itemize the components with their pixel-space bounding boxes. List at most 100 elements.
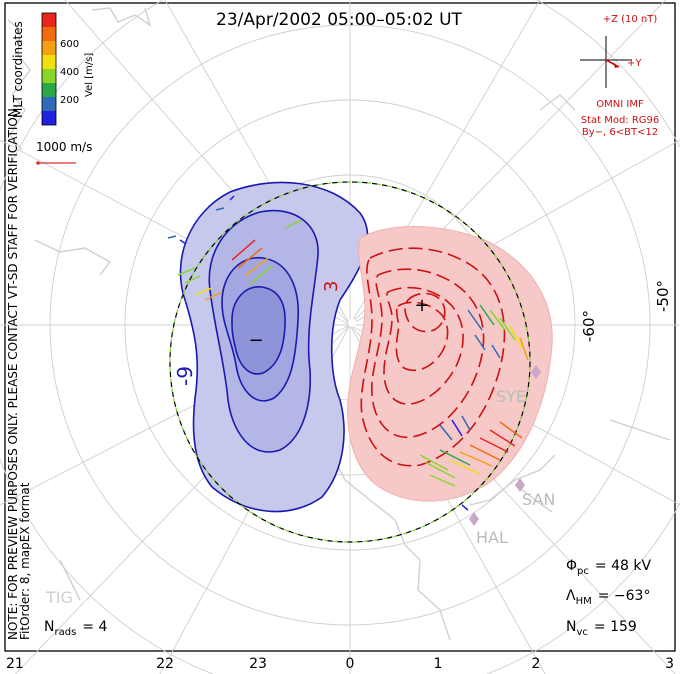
station-label-sye: SYE bbox=[496, 387, 526, 406]
coastline bbox=[539, 94, 576, 111]
colorbar-swatch bbox=[42, 27, 56, 41]
colorbar-swatch bbox=[42, 55, 56, 69]
colorbar-outline bbox=[41, 12, 57, 126]
plot-frame bbox=[4, 2, 676, 652]
nrads-symbol: N bbox=[44, 619, 54, 635]
mlt-label: 3 bbox=[665, 656, 674, 672]
mlt-label: 2 bbox=[532, 656, 541, 672]
imf-z-label: +Z (10 nT) bbox=[603, 14, 658, 25]
phi-value: = 48 kV bbox=[595, 558, 652, 574]
fit-statistics: Φpc = 48 kV ΛHM = −63° Nvc = 159 Nrads = 4 bbox=[44, 558, 651, 638]
velocity-vector bbox=[177, 267, 196, 276]
velocity-vector bbox=[451, 419, 463, 437]
imf-y-label: +Y bbox=[627, 58, 642, 69]
velocity-vector bbox=[231, 239, 256, 261]
station-marker-sye bbox=[531, 365, 541, 379]
velocity-vector bbox=[469, 444, 501, 461]
station-markers bbox=[469, 365, 541, 526]
lambda-value: = −63° bbox=[598, 588, 651, 604]
imf-source-label: OMNI IMF bbox=[596, 99, 644, 110]
velocity-vector bbox=[509, 325, 523, 349]
colorbar-swatch bbox=[42, 97, 56, 111]
radar-count: Nrads = 4 bbox=[44, 619, 107, 638]
velocity-colorbar: 600 400 200 Vel [m/s] bbox=[41, 12, 95, 126]
velocity-vector bbox=[479, 437, 509, 453]
contour-inner bbox=[404, 292, 446, 333]
station-label-san: SAN bbox=[522, 490, 555, 509]
pole-marker bbox=[348, 319, 356, 327]
velocity-vector bbox=[461, 504, 469, 511]
hm-boundary-green bbox=[169, 181, 531, 543]
positive-potential-cell bbox=[347, 226, 553, 502]
stat-model-label: Stat Mod: RG96 bbox=[581, 115, 660, 126]
imf-vector-arrowhead bbox=[613, 62, 619, 68]
mlt-label: 21 bbox=[6, 656, 24, 672]
imf-clock: +Z (10 nT) +Y OMNI IMF Stat Mod: RG96 By… bbox=[580, 14, 659, 138]
colorbar-tick: 400 bbox=[60, 67, 79, 78]
velocity-vector bbox=[479, 304, 495, 326]
velocity-vector bbox=[424, 461, 456, 479]
velocity-vector bbox=[489, 309, 506, 331]
velocity-vector bbox=[249, 265, 273, 285]
velocity-vector bbox=[284, 219, 303, 229]
contour bbox=[395, 301, 449, 372]
lambda-subscript: HM bbox=[576, 596, 592, 607]
negative-contour-label: -9 bbox=[173, 366, 197, 386]
nvc-symbol: N bbox=[566, 619, 576, 635]
colorbar-swatch bbox=[42, 111, 56, 125]
negative-potential-cell: -9 − bbox=[173, 181, 369, 513]
velocity-vector bbox=[499, 317, 516, 341]
velocity-vector bbox=[229, 195, 235, 201]
fit-order-note: FitOrder: 8, mapEX format bbox=[18, 482, 32, 640]
phi-subscript: pc bbox=[577, 566, 589, 577]
velocity-vector bbox=[439, 449, 471, 466]
colorbar-tick: 600 bbox=[60, 39, 79, 50]
mlt-label: 0 bbox=[346, 656, 355, 672]
station-marker-san bbox=[515, 478, 525, 492]
velocity-vector bbox=[204, 291, 223, 301]
station-label-tig: TIG bbox=[45, 588, 73, 607]
colorbar-label: Vel [m/s] bbox=[84, 53, 95, 97]
potential-minimum-marker: − bbox=[248, 330, 263, 351]
positive-area bbox=[347, 226, 553, 502]
velocity-vector bbox=[215, 207, 225, 211]
contour bbox=[360, 247, 506, 467]
mlt-label: 22 bbox=[156, 656, 174, 672]
coastline bbox=[609, 419, 671, 441]
coastline bbox=[7, 19, 31, 151]
velocity-vector bbox=[167, 235, 177, 239]
coastline bbox=[469, 454, 556, 506]
hm-latitude: ΛHM = −63° bbox=[566, 588, 650, 607]
mlt-axis: 21 22 23 0 1 2 3 bbox=[6, 656, 674, 672]
latitude-label-50: -50° bbox=[654, 280, 672, 312]
vector-count: Nvc = 159 bbox=[566, 619, 637, 638]
latitude-label-60: -60° bbox=[580, 310, 598, 342]
nvc-subscript: vc bbox=[576, 627, 587, 638]
velocity-vector bbox=[449, 459, 481, 475]
colorbar-swatch bbox=[42, 83, 56, 97]
velocity-vector bbox=[519, 337, 529, 361]
nrads-subscript: rads bbox=[54, 627, 76, 638]
colorbar-tick: 200 bbox=[60, 95, 79, 106]
contour bbox=[371, 268, 485, 438]
stat-model-condition: By−, 6<BT<12 bbox=[582, 127, 658, 138]
velocity-vector bbox=[244, 257, 269, 277]
positive-contour-label: 3 bbox=[321, 281, 342, 292]
lambda-symbol: Λ bbox=[566, 588, 576, 604]
velocity-vector bbox=[461, 415, 471, 431]
potential-maximum-marker: + bbox=[414, 295, 429, 316]
scale-vector-origin bbox=[36, 161, 40, 165]
colorbar-swatch bbox=[42, 13, 56, 27]
coastline bbox=[519, 487, 553, 513]
velocity-vector bbox=[499, 421, 523, 439]
mlt-label: 1 bbox=[434, 656, 443, 672]
preview-note: NOTE: FOR PREVIEW PURPOSES ONLY. PLEASE … bbox=[6, 104, 20, 640]
velocity-vector bbox=[474, 334, 486, 351]
colorbar-swatch bbox=[42, 41, 56, 55]
scale-vector-label: 1000 m/s bbox=[36, 140, 92, 154]
velocity-vector bbox=[179, 239, 187, 245]
cross-polar-potential: Φpc = 48 kV bbox=[566, 558, 651, 577]
contour bbox=[383, 286, 464, 405]
coastline bbox=[59, 559, 81, 601]
